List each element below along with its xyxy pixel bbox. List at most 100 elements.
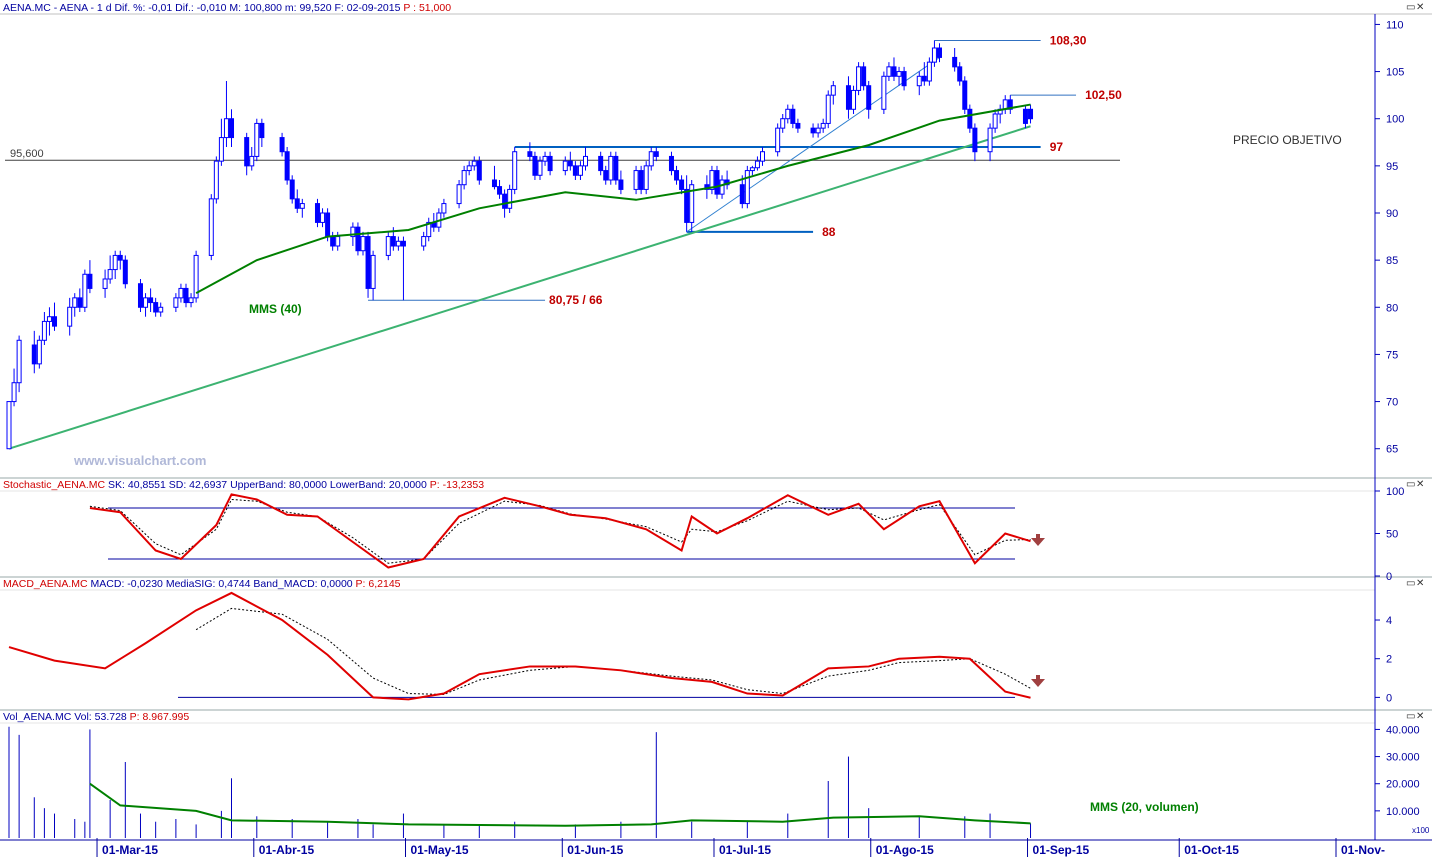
stoch-y-tick-label: 50	[1386, 529, 1398, 541]
price-candle	[6, 401, 12, 450]
candle-body	[208, 198, 214, 256]
candle-body	[901, 71, 907, 87]
maximize-icon[interactable]: ▭	[1406, 2, 1419, 13]
candle-body	[87, 273, 93, 289]
candle-body	[254, 122, 260, 157]
candle-body	[992, 113, 998, 129]
close-icon[interactable]: ✕	[1416, 578, 1428, 589]
candle-body	[987, 127, 993, 153]
price-candle	[31, 330, 37, 374]
price-candle	[137, 279, 143, 312]
price-candle	[901, 66, 907, 91]
candle-body	[881, 75, 887, 110]
price-candle	[107, 255, 113, 284]
close-icon[interactable]: ✕	[1416, 479, 1428, 490]
close-icon[interactable]: ✕	[1416, 2, 1428, 13]
candle-body	[218, 137, 224, 162]
short-trendline	[686, 57, 940, 233]
candle-body	[830, 85, 836, 96]
candle-body	[294, 198, 300, 209]
price-candle	[780, 114, 786, 133]
maximize-icon[interactable]: ▭	[1406, 711, 1419, 722]
price-candle	[957, 62, 963, 86]
price-candle	[370, 250, 376, 301]
candle-body	[795, 122, 801, 129]
price-candle	[689, 180, 695, 232]
candle-body	[67, 306, 73, 327]
price-candle	[527, 142, 533, 162]
vol-scale-note: x100	[1412, 826, 1430, 835]
price-candle	[456, 180, 462, 209]
candle-body	[72, 297, 78, 308]
candle-body	[497, 186, 503, 195]
candle-body	[31, 344, 37, 365]
candle-body	[178, 287, 184, 299]
candle-body	[638, 170, 644, 190]
down-arrow-icon	[1031, 675, 1045, 687]
price-candle	[421, 231, 427, 251]
x-axis-label: 01-Ago-15	[876, 843, 934, 857]
candle-body	[365, 236, 371, 289]
candle-body	[314, 203, 320, 223]
maximize-icon[interactable]: ▭	[1406, 479, 1419, 490]
price-candle	[830, 81, 836, 105]
price-candle	[441, 198, 447, 218]
price-annotation: 108,30	[1050, 33, 1087, 47]
price-candle	[320, 208, 326, 228]
candle-body	[845, 85, 851, 110]
price-candle	[1007, 95, 1013, 114]
price-candle	[289, 175, 295, 204]
candle-body	[926, 61, 932, 82]
price-candle	[638, 165, 644, 195]
price-candle	[739, 175, 745, 209]
volume-p-label: P: 8.967.995	[129, 711, 190, 723]
price-candle	[749, 165, 755, 176]
price-candle	[567, 151, 573, 171]
candle-body	[188, 297, 194, 304]
stoch-upper: UpperBand: 80,0000	[230, 479, 327, 491]
price-candle	[790, 104, 796, 129]
stoch-y-tick-label: 0	[1386, 571, 1392, 583]
candle-body	[6, 401, 12, 450]
candle-body	[967, 108, 973, 129]
price-candle	[173, 293, 179, 312]
x-axis-label: 01-Mar-15	[102, 843, 158, 857]
candle-body	[815, 127, 821, 134]
maximize-icon[interactable]: ▭	[1406, 578, 1419, 589]
target-label: PRECIO OBJETIVO	[1233, 133, 1342, 147]
price-candle	[987, 123, 993, 162]
price-candle	[52, 302, 58, 331]
price-candle	[254, 118, 260, 162]
price-candle	[507, 184, 513, 213]
price-candle	[613, 151, 619, 185]
candle-body	[112, 254, 118, 271]
price-candle	[158, 302, 164, 317]
price-candle	[279, 132, 285, 157]
price-candle	[547, 151, 553, 176]
price-candle	[471, 156, 477, 171]
price-candle	[208, 194, 214, 261]
price-candle	[299, 198, 305, 218]
candle-body	[16, 339, 22, 384]
stoch-window-controls: ▭✕	[1406, 479, 1426, 490]
candle-body	[825, 94, 831, 124]
candle-body	[780, 118, 786, 129]
price-candle	[400, 236, 406, 301]
stoch-y-tick-label: 100	[1386, 486, 1404, 498]
candle-body	[229, 118, 235, 139]
x-axis-label: 01-Abr-15	[259, 843, 315, 857]
candle-body	[507, 188, 513, 209]
close-icon[interactable]: ✕	[1416, 711, 1428, 722]
candle-body	[668, 155, 674, 172]
candle-body	[542, 155, 548, 162]
candle-body	[689, 184, 695, 223]
price-candle	[845, 76, 851, 119]
price-candle	[967, 104, 973, 133]
price-y-tick-label: 110	[1386, 19, 1404, 31]
price-candle	[992, 109, 998, 133]
price-candle	[102, 269, 108, 298]
price-candle	[881, 71, 887, 114]
price-annotation: 88	[822, 225, 836, 239]
price-y-tick-label: 80	[1386, 302, 1398, 314]
